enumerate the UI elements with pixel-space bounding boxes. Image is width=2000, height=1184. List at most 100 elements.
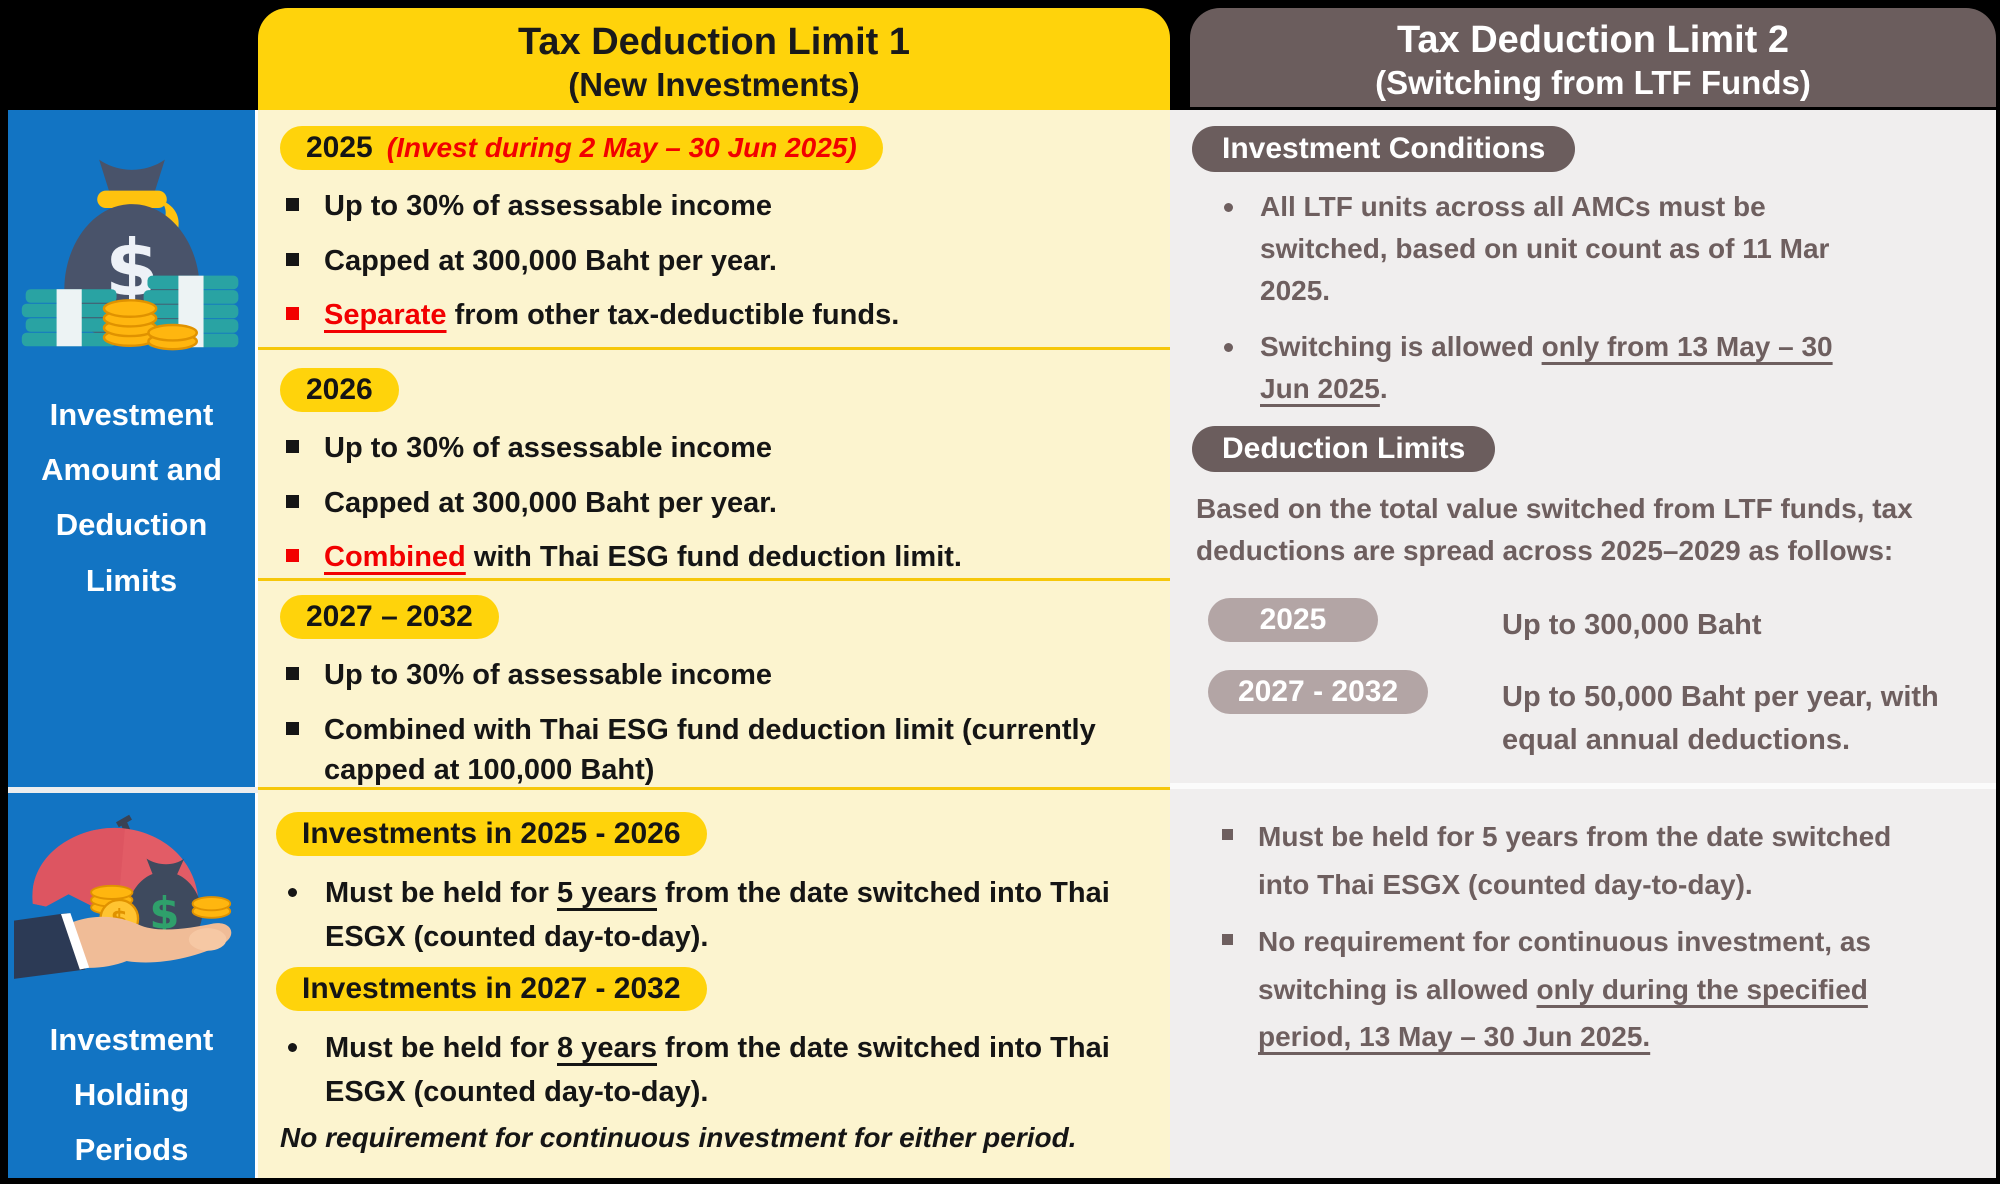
bullet-item: Up to 30% of assessable income xyxy=(274,186,1170,227)
square-bullet-icon xyxy=(286,494,299,508)
bullet-text: Up to 30% of assessable income xyxy=(324,432,773,464)
limit-pill-wrap: 2025 xyxy=(1192,598,1502,642)
square-bullet-icon xyxy=(1222,829,1233,840)
investment-conditions-pill: Investment Conditions xyxy=(1192,126,1576,172)
bullet-text-rest: with Thai ESG fund deduction limit. xyxy=(465,541,962,574)
round-bullet-icon xyxy=(1224,203,1233,212)
holding-bullet-item: Must be held for 5 years from the date s… xyxy=(268,872,1170,959)
col2-section-divider xyxy=(1170,783,1996,789)
bullet-item: Up to 30% of assessable income xyxy=(274,428,1170,469)
limit-amount-text: Up to 300,000 Baht xyxy=(1502,609,1762,641)
col2-subtitle: (Switching from LTF Funds) xyxy=(1375,64,1811,101)
bullet-text: Capped at 300,000 Baht per year. xyxy=(324,486,777,519)
money-bag-icon: $ xyxy=(16,148,248,361)
square-bullet-icon xyxy=(286,252,299,266)
deduction-limits-intro: Based on the total value switched from L… xyxy=(1196,493,1913,566)
red-square-bullet-icon xyxy=(286,549,299,563)
holding-text: Must be held for 5 years from the date s… xyxy=(1258,821,1892,900)
text-post: from the date switched into Thai ESGX (c… xyxy=(325,1032,1110,1108)
limit-row-2027-2032: 2027 - 2032 Up to 50,000 Baht per year, … xyxy=(1192,669,1996,763)
bullet-item: Combined with Thai ESG fund deduction li… xyxy=(274,537,1170,578)
red-square-bullet-icon xyxy=(286,307,299,321)
bullet-list-2027-2032: Up to 30% of assessable income Combined … xyxy=(274,655,1170,791)
bullet-list-2025: Up to 30% of assessable income Capped at… xyxy=(274,186,1170,336)
col2-title: Tax Deduction Limit 2 xyxy=(1396,19,1789,61)
year-pill-2025: 2025 (Invest during 2 May – 30 Jun 2025) xyxy=(280,126,883,170)
underlined-term: only from 13 May – 30 Jun 2025 xyxy=(1260,331,1833,404)
text-post: . xyxy=(1379,373,1388,404)
bullet-item: Separate from other tax-deductible funds… xyxy=(274,295,1170,336)
condition-text: All LTF units across all AMCs must be sw… xyxy=(1260,191,1830,306)
underlined-term: 8 years xyxy=(557,1032,657,1064)
bullet-text: Combined with Thai ESG fund deduction li… xyxy=(324,537,962,578)
holding-bullet-item: Must be held for 8 years from the date s… xyxy=(268,1027,1170,1114)
section-divider xyxy=(258,347,1170,350)
limit-pill-wrap: 2027 - 2032 xyxy=(1192,669,1502,714)
bullet-list-2026: Up to 30% of assessable income Capped at… xyxy=(274,428,1170,578)
text-pre: Switching is allowed xyxy=(1260,331,1542,362)
limit-year-pill: 2027 - 2032 xyxy=(1208,669,1429,714)
bullet-text-rest: from other tax-deductible funds. xyxy=(446,299,900,332)
year-pill-2026: 2026 xyxy=(280,368,399,412)
year-pill-label: 2026 xyxy=(306,373,373,406)
round-bullet-icon xyxy=(288,888,297,897)
holding-bullet-item: Must be held for 5 years from the date s… xyxy=(1222,813,1996,908)
bullet-item: Up to 30% of assessable income xyxy=(274,655,1170,696)
year-pill-2027-2032: 2027 – 2032 xyxy=(280,595,499,639)
umbrella-hand-money-icon: $ $ xyxy=(14,809,249,994)
text-post: from the date switched into Thai ESGX (c… xyxy=(325,877,1110,953)
text-pre: No requirement for continuous investment… xyxy=(1258,926,1871,1005)
holding-bullet-text: Must be held for 5 years from the date s… xyxy=(325,872,1150,959)
limit-row-2025: 2025 Up to 300,000 Baht xyxy=(1192,598,1996,648)
condition-bullet-item: Switching is allowed only from 13 May – … xyxy=(1192,326,1996,410)
square-bullet-icon xyxy=(286,721,299,735)
col1-header: Tax Deduction Limit 1 (New Investments) xyxy=(258,8,1170,110)
sidebar-section-deduction-limits: $ Investment Amount and xyxy=(8,110,258,787)
bullet-text: Separate from other tax-deductible funds… xyxy=(324,295,899,336)
square-bullet-icon xyxy=(286,440,299,453)
section-2027-2032: 2027 – 2032 Up to 30% of assessable inco… xyxy=(258,581,1170,787)
holding-pill-2027-2032: Investments in 2027 - 2032 xyxy=(276,967,707,1011)
emphasis-word: Separate xyxy=(324,299,447,332)
holding-pill-2025-2026: Investments in 2025 - 2026 xyxy=(276,812,707,856)
bullet-text: Up to 30% of assessable income xyxy=(324,659,773,691)
section-2026: 2026 Up to 30% of assessable income Capp… xyxy=(258,350,1170,578)
bullet-text: Up to 30% of assessable income xyxy=(324,190,773,222)
round-bullet-icon xyxy=(288,1043,297,1052)
holding-bullet-item: No requirement for continuous investment… xyxy=(1222,918,1996,1061)
holding-bullet-text: Must be held for 8 years from the date s… xyxy=(325,1027,1150,1114)
year-pill-label: 2025 xyxy=(306,131,373,164)
section-divider xyxy=(258,578,1170,581)
col1-body: 2025 (Invest during 2 May – 30 Jun 2025)… xyxy=(258,110,1170,1178)
square-bullet-icon xyxy=(286,667,299,680)
col1-subtitle: (New Investments) xyxy=(568,66,860,103)
square-bullet-icon xyxy=(1222,934,1233,946)
round-bullet-icon xyxy=(1224,343,1233,352)
sidebar-section-holding-periods: $ $ Investment Holding Periods xyxy=(8,793,258,1178)
section-divider xyxy=(258,787,1170,790)
bullet-item: Capped at 300,000 Baht per year. xyxy=(274,483,1170,524)
square-bullet-icon xyxy=(286,198,299,211)
year-pill-label: 2027 – 2032 xyxy=(306,600,473,633)
col2-header: Tax Deduction Limit 2 (Switching from LT… xyxy=(1190,8,1996,107)
invest-window-note: (Invest during 2 May – 30 Jun 2025) xyxy=(386,132,857,163)
holding-note: No requirement for continuous investment… xyxy=(280,1122,1077,1153)
sidebar-divider xyxy=(8,787,258,793)
section-holding-periods-left: Investments in 2025 - 2026 Must be held … xyxy=(258,790,1170,1178)
col1-title: Tax Deduction Limit 1 xyxy=(517,21,910,63)
underlined-term: only during the specified period, 13 May… xyxy=(1258,973,1868,1053)
section-switching-conditions: Investment Conditions All LTF units acro… xyxy=(1170,110,1996,783)
col2-body: Investment Conditions All LTF units acro… xyxy=(1170,110,1996,1178)
bullet-text: Capped at 300,000 Baht per year. xyxy=(324,244,777,277)
holding-text: No requirement for continuous investment… xyxy=(1258,918,1908,1061)
section-2025: 2025 (Invest during 2 May – 30 Jun 2025)… xyxy=(258,110,1170,347)
emphasis-word: Combined xyxy=(324,541,466,574)
sidebar-label-deduction-limits: Investment Amount and Deduction Limits xyxy=(41,397,222,598)
text-pre: Must be held for xyxy=(325,1032,557,1064)
bullet-text: Combined with Thai ESG fund deduction li… xyxy=(324,713,1096,787)
text-pre: Must be held for xyxy=(325,877,557,909)
condition-bullet-item: All LTF units across all AMCs must be sw… xyxy=(1192,186,1996,312)
limit-year-pill: 2025 xyxy=(1208,598,1378,642)
bullet-item: Combined with Thai ESG fund deduction li… xyxy=(274,710,1170,791)
